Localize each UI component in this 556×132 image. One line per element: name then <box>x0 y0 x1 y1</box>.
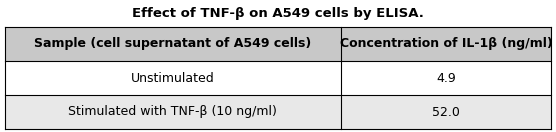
Text: Sample (cell supernatant of A549 cells): Sample (cell supernatant of A549 cells) <box>34 37 311 51</box>
Text: Effect of TNF-β on A549 cells by ELISA.: Effect of TNF-β on A549 cells by ELISA. <box>132 7 424 20</box>
Bar <box>5 95 341 129</box>
Text: Unstimulated: Unstimulated <box>131 72 215 84</box>
Bar <box>341 95 551 129</box>
Text: 52.0: 52.0 <box>432 105 460 119</box>
Text: Concentration of IL-1β (ng/ml): Concentration of IL-1β (ng/ml) <box>340 37 552 51</box>
Bar <box>5 61 341 95</box>
Text: 4.9: 4.9 <box>436 72 456 84</box>
Text: Stimulated with TNF-β (10 ng/ml): Stimulated with TNF-β (10 ng/ml) <box>68 105 277 119</box>
Bar <box>5 27 341 61</box>
Bar <box>341 61 551 95</box>
Bar <box>341 27 551 61</box>
